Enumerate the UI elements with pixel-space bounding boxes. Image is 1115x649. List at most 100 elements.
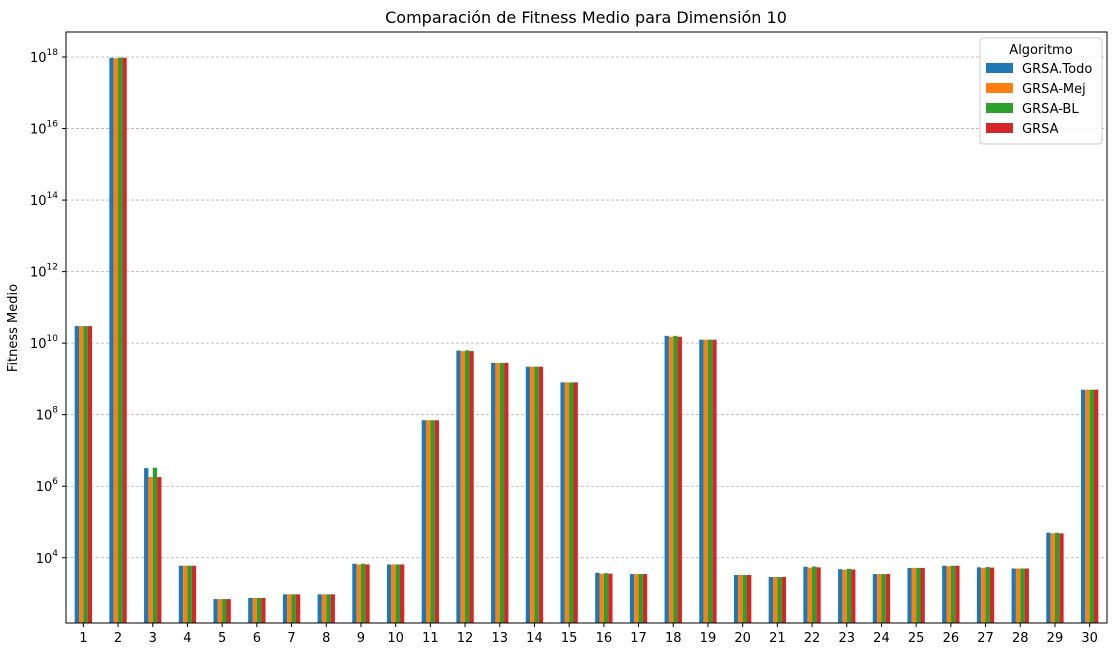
bar-grsa-18	[677, 336, 682, 623]
bar-grsa-24	[885, 574, 891, 623]
bar-grsa-bl-15	[569, 382, 574, 623]
bar-grsa-mej-25	[911, 567, 917, 623]
legend-label: GRSA-Mej	[1022, 82, 1086, 97]
bar-grsa-todo-9	[352, 563, 357, 623]
x-tick-label: 6	[253, 631, 261, 646]
bar-grsa-27	[989, 567, 995, 623]
bar-grsa-13	[504, 362, 509, 623]
bar-grsa-bl-30	[1089, 389, 1094, 623]
bar-grsa-bl-19	[707, 339, 713, 623]
bar-grsa-mej-29	[1050, 533, 1055, 623]
x-tick-label: 24	[873, 631, 890, 646]
bar-grsa-todo-11	[421, 420, 427, 623]
bar-grsa-bl-20	[742, 574, 747, 623]
bar-grsa-todo-25	[907, 567, 912, 623]
legend-label: GRSA.Todo	[1022, 62, 1092, 77]
bar-grsa-20	[746, 574, 752, 623]
bar-grsa-mej-6	[252, 597, 257, 623]
bar-grsa-todo-23	[838, 569, 843, 623]
x-tick-label: 4	[183, 631, 191, 646]
bar-grsa-todo-14	[525, 366, 531, 623]
bar-grsa-23	[851, 569, 856, 623]
y-axis-ticks: 104 106 108 1010 1012 1014 1016 1018	[30, 48, 66, 567]
bar-grsa-bl-9	[360, 563, 366, 623]
bar-grsa-mej-19	[703, 339, 708, 623]
bar-grsa-bl-28	[1020, 568, 1025, 623]
bar-grsa-mej-10	[391, 564, 396, 623]
x-tick-label: 3	[149, 631, 157, 646]
bar-grsa-19	[712, 339, 717, 623]
bar-grsa-7	[295, 594, 301, 623]
y-tick-label: 1018	[30, 48, 58, 66]
bar-grsa-bl-29	[1054, 532, 1060, 623]
y-tick-label: 104	[36, 549, 59, 567]
bar-grsa-bl-5	[222, 599, 227, 623]
bar-grsa-mej-21	[773, 576, 778, 623]
bar-grsa-todo-6	[248, 597, 253, 623]
bar-grsa-bl-4	[187, 565, 192, 623]
bar-grsa-todo-3	[144, 468, 149, 623]
bar-grsa-todo-20	[733, 574, 739, 623]
bar-grsa-mej-20	[738, 574, 743, 623]
bar-grsa-bl-12	[465, 350, 470, 623]
bar-grsa-bl-13	[499, 362, 505, 623]
bar-grsa-14	[538, 366, 544, 623]
bar-grsa-bl-14	[534, 366, 539, 623]
bar-grsa-todo-26	[942, 565, 947, 623]
x-tick-label: 17	[630, 631, 647, 646]
bar-grsa-mej-9	[356, 564, 361, 623]
bar-grsa-bl-26	[950, 565, 956, 623]
bar-grsa-bl-11	[430, 420, 435, 623]
bar-grsa-bl-24	[881, 574, 886, 623]
bar-grsa-mej-18	[668, 336, 674, 623]
bar-grsa-10	[399, 564, 405, 623]
bar-grsa-mej-14	[530, 366, 535, 623]
bar-grsa-todo-30	[1080, 389, 1086, 623]
x-tick-label: 11	[422, 631, 439, 646]
y-tick-label: 106	[36, 477, 59, 495]
legend-swatch	[986, 103, 1013, 113]
x-tick-label: 7	[287, 631, 295, 646]
bar-grsa-todo-22	[803, 566, 808, 623]
x-tick-label: 10	[387, 631, 404, 646]
bars	[74, 57, 1099, 623]
bar-grsa-bl-17	[638, 574, 643, 623]
bar-grsa-25	[920, 567, 925, 623]
bar-grsa-mej-27	[981, 567, 986, 623]
grid-lines	[66, 56, 1107, 559]
x-tick-label: 9	[357, 631, 365, 646]
bar-grsa-28	[1024, 568, 1029, 623]
y-tick-label: 1010	[30, 334, 58, 352]
x-tick-label: 14	[526, 631, 543, 646]
plot-area-frame	[65, 31, 1108, 624]
bar-grsa-6	[261, 597, 266, 623]
bar-grsa-todo-16	[595, 572, 600, 623]
y-tick-label: 1014	[30, 191, 58, 209]
bar-grsa-bl-25	[916, 567, 921, 623]
bar-grsa-todo-2	[109, 57, 114, 623]
bar-grsa-mej-12	[460, 351, 466, 623]
bar-grsa-bl-21	[777, 576, 782, 623]
bar-grsa-29	[1059, 533, 1064, 623]
x-tick-label: 15	[561, 631, 578, 646]
x-tick-label: 30	[1081, 631, 1098, 646]
x-tick-label: 23	[838, 631, 855, 646]
bar-grsa-todo-27	[976, 567, 982, 623]
x-tick-label: 13	[491, 631, 508, 646]
x-tick-label: 20	[734, 631, 751, 646]
legend-title: Algoritmo	[1009, 43, 1072, 58]
bar-grsa-todo-19	[699, 339, 704, 623]
bar-grsa-mej-11	[426, 420, 431, 623]
bar-grsa-mej-8	[321, 594, 327, 623]
legend: Algoritmo GRSA.Todo GRSA-Mej GRSA-BL GRSA	[979, 37, 1103, 145]
bar-grsa-todo-5	[213, 599, 218, 623]
y-axis-label: Fitness Medio	[6, 284, 21, 372]
legend-swatch	[986, 63, 1013, 73]
x-tick-label: 1	[79, 631, 87, 646]
bar-grsa-todo-17	[629, 574, 635, 623]
y-tick-label: 1012	[30, 263, 58, 281]
bar-grsa-bl-3	[152, 467, 158, 623]
bar-grsa-bl-10	[395, 564, 400, 623]
bar-grsa-todo-12	[456, 350, 461, 623]
